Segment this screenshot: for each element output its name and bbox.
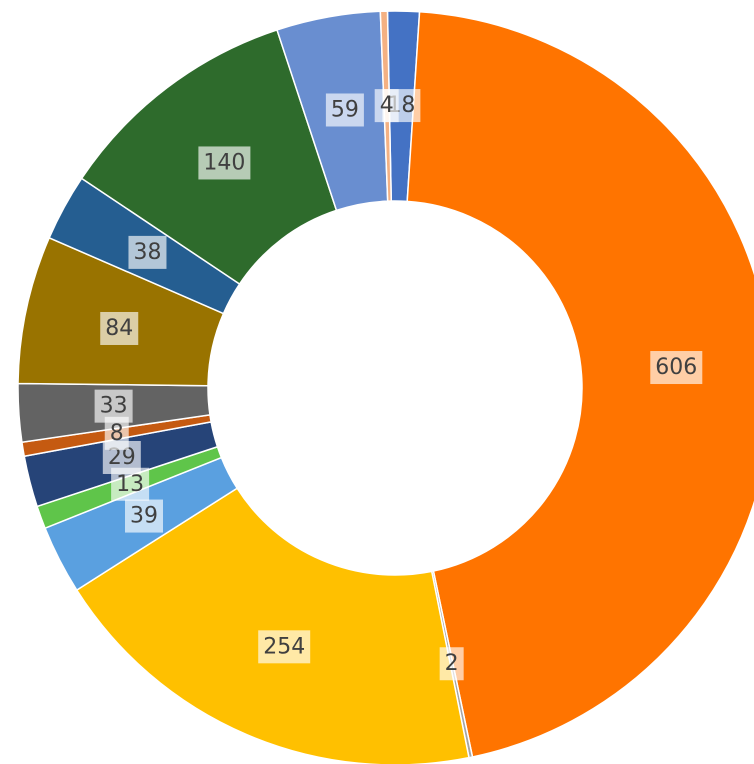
- data-label: 84: [105, 316, 133, 341]
- data-label-bg: [650, 351, 703, 385]
- donut-slice: [406, 11, 754, 758]
- data-label: 33: [100, 394, 128, 419]
- data-label-bg: [94, 389, 133, 423]
- data-label: 254: [263, 634, 305, 659]
- data-label-bg: [128, 235, 167, 269]
- data-label-bg: [258, 630, 311, 664]
- data-label: 39: [130, 504, 158, 529]
- data-label-bg: [439, 647, 464, 681]
- data-label-bg: [198, 146, 251, 180]
- data-label: 8: [110, 421, 124, 446]
- data-label-bg: [325, 93, 364, 127]
- data-label-bg: [100, 311, 139, 345]
- donut-slice: [75, 487, 470, 764]
- data-label: 38: [133, 240, 161, 265]
- data-label-bg: [374, 89, 399, 123]
- data-label: 2: [445, 651, 459, 676]
- data-label: 606: [655, 355, 697, 380]
- data-label: 140: [203, 150, 245, 175]
- data-label: 4: [380, 93, 394, 118]
- data-label-bg: [125, 499, 164, 533]
- data-label: 59: [331, 97, 359, 122]
- data-label: 13: [116, 472, 144, 497]
